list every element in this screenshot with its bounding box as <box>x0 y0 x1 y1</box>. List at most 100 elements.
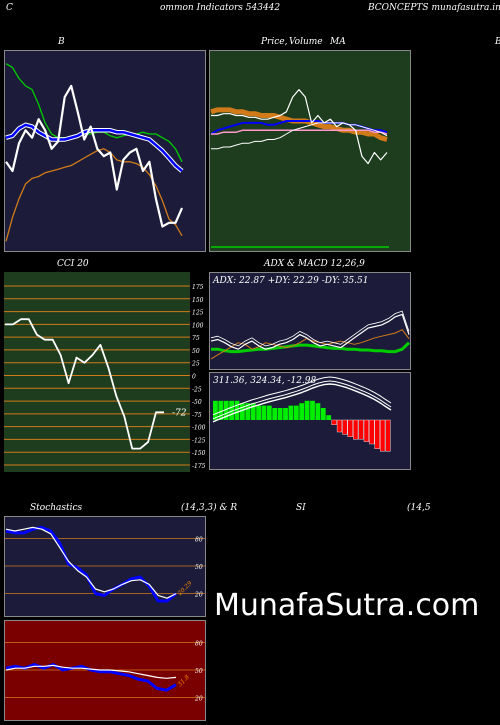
adx-macd-title: ADX & MACD 12,26,9 <box>264 259 365 269</box>
bollinger-background <box>4 50 206 252</box>
cci-tick-label: 100 <box>192 322 204 329</box>
adx-series-2 <box>210 313 410 350</box>
macd-bar <box>379 419 386 452</box>
macd-bar <box>272 408 278 420</box>
rsi-series-1 <box>5 664 177 679</box>
stoch-series-1 <box>5 526 177 599</box>
stoch-series-0 <box>5 525 177 603</box>
cci-tick-label: 25 <box>191 361 200 368</box>
macd-bar <box>304 400 310 420</box>
cci-tick-label: -50 <box>192 399 202 406</box>
macd-bar <box>299 403 305 420</box>
macd-bar <box>240 403 245 420</box>
cci-background <box>4 272 190 472</box>
macd-bar <box>336 419 343 433</box>
macd-bar <box>266 405 272 420</box>
macd-bar <box>374 419 380 449</box>
stoch-params: (14,3,3) & R <box>181 503 238 513</box>
cci-tick-label: 150 <box>192 297 204 304</box>
rsi-tick-label: 20 <box>194 696 203 703</box>
macd-bar <box>331 419 337 426</box>
ma-title: MA <box>330 37 346 47</box>
price-background <box>209 50 411 252</box>
macd-bar <box>352 419 359 440</box>
macd-bar <box>315 403 321 420</box>
cci-tick-label: 50 <box>192 348 200 355</box>
stoch-tick-label: 50 <box>195 564 203 571</box>
macd-bar <box>347 419 353 437</box>
bollinger-panel <box>4 50 206 252</box>
rsi-series-0 <box>5 663 177 692</box>
right-edge-title: B <box>495 37 500 47</box>
macd-bar <box>256 405 261 420</box>
cci-title: CCI 20 <box>57 259 89 269</box>
macd-label: 311.36, 324.34, -12.98 <box>213 376 317 386</box>
macd-line-b <box>212 380 392 420</box>
cci-last-value: -72 <box>172 408 187 418</box>
header-middle: ommon Indicators 543442 <box>160 3 281 13</box>
price-panel <box>209 50 411 252</box>
macd-bar <box>320 408 326 420</box>
macd-bar <box>326 415 332 420</box>
cci-tick-label: 0 <box>192 374 196 381</box>
macd-bar <box>358 419 364 440</box>
bollinger-series-3 <box>5 84 184 228</box>
header-right: BCONCEPTS munafasutra.in <box>368 3 500 13</box>
rsi-tick-label: 50 <box>195 668 203 675</box>
price-series-2 <box>211 129 388 135</box>
cci-tick-label: -100 <box>192 425 206 432</box>
cci-tick-label: 75 <box>192 335 200 342</box>
macd-bar <box>310 400 315 420</box>
macd-bar <box>245 403 251 420</box>
macd-bar <box>229 400 234 420</box>
price-series-4 <box>211 88 388 165</box>
macd-bar <box>250 403 256 420</box>
macd-bar <box>342 419 348 435</box>
rsi-tick-label: 80 <box>195 640 203 647</box>
macd-bar <box>363 419 370 442</box>
macd-bar <box>223 400 229 420</box>
adx-label: ADX: 22.87 +DY: 22.29 -DY: 35.51 <box>212 276 369 286</box>
cci-tick-label: 125 <box>192 310 204 317</box>
macd-bar <box>385 419 391 452</box>
adx-series-2-double <box>210 310 410 347</box>
adx-panel: ADX: 22.87 +DY: 22.29 -DY: 35.51 <box>209 272 411 370</box>
stoch-tick-label: 20 <box>194 592 203 599</box>
rsi-title: SI <box>296 503 306 513</box>
adx-series-0 <box>211 341 411 354</box>
macd-bar <box>283 408 288 420</box>
stoch-tick-label: 80 <box>195 536 203 543</box>
macd-bar <box>213 400 218 420</box>
cci-tick-label: -175 <box>192 463 206 470</box>
macd-bar <box>293 405 299 420</box>
stochastics-background <box>4 516 206 617</box>
adx-background <box>209 272 411 370</box>
price-title: Price, <box>261 37 288 47</box>
macd-bar <box>277 408 283 420</box>
price-series-3 <box>211 122 388 150</box>
stoch-title: Stochastics <box>30 503 83 513</box>
header-left: C <box>6 3 13 13</box>
watermark: MunafaSutra.com <box>214 588 480 623</box>
macd-bar <box>234 400 240 420</box>
macd-bar <box>288 405 294 420</box>
volume-overlay-title: Volume <box>289 37 323 47</box>
macd-panel: 311.36, 324.34, -12.98 <box>209 372 411 470</box>
macd-bar <box>218 400 224 420</box>
rsi-params: (14,5 <box>407 503 431 513</box>
bollinger-series-0 <box>5 63 183 163</box>
cci-tick-label: -150 <box>192 450 206 457</box>
cci-line <box>5 318 164 450</box>
macd-bar <box>369 419 375 445</box>
bollinger-title: B <box>58 37 65 47</box>
macd-signal <box>212 383 392 423</box>
cci-tick-label: -125 <box>192 437 206 444</box>
macd-line-a <box>212 376 392 416</box>
cci-tick-label: 175 <box>192 284 204 291</box>
cci-tick-label: -25 <box>192 386 202 393</box>
macd-bar <box>261 405 267 420</box>
cci-panel: 175 150 125 100 75 50 25 0 -25 -50 -75 -100 -125 -150… <box>4 272 206 472</box>
cci-tick-label: -75 <box>192 412 202 419</box>
